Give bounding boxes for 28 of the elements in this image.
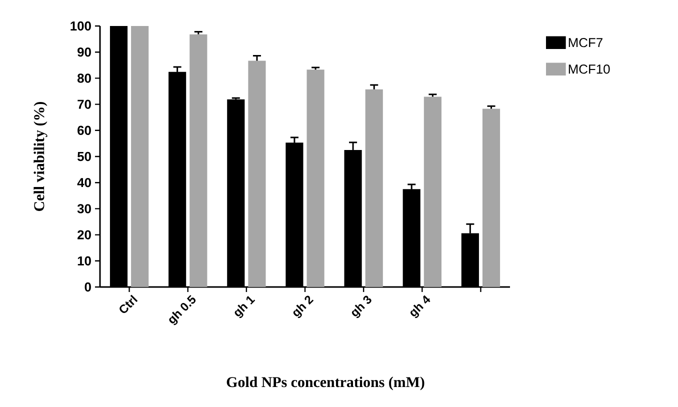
x-tick-label: gh 2 [293, 296, 314, 318]
bar [190, 34, 208, 287]
y-tick-label: 70 [78, 100, 91, 109]
bar [365, 89, 383, 287]
y-tick-label: 10 [78, 256, 91, 266]
x-tick-label: gh 3 [352, 296, 372, 318]
x-tick-label: gh 4 [410, 295, 430, 318]
y-tick-label: 30 [77, 204, 91, 214]
bar [306, 70, 324, 287]
y-tick-label: 60 [78, 126, 91, 135]
y-tick-label: 90 [78, 48, 91, 57]
bar [424, 96, 442, 287]
y-tick-label: 40 [77, 178, 91, 188]
y-axis-title: Cell viability (%) [34, 102, 48, 211]
x-tick-label: gh 0.5 [169, 295, 196, 326]
legend-label: MCF7 [568, 38, 602, 48]
bar [131, 26, 149, 287]
y-tick-label: 50 [77, 152, 91, 162]
bar [248, 60, 266, 287]
bar [482, 108, 500, 287]
y-tick-label: 0 [84, 282, 91, 292]
y-tick-label: 20 [78, 230, 91, 240]
y-tick-label: 100 [70, 21, 91, 31]
x-tick-label: gh 1 [234, 296, 256, 318]
legend-label: MCF10 [568, 64, 610, 74]
y-tick-label: 80 [77, 74, 91, 83]
x-tick-label: Ctrl [120, 294, 138, 314]
x-axis-title: Gold NPs concentrations (mM) [226, 376, 424, 390]
